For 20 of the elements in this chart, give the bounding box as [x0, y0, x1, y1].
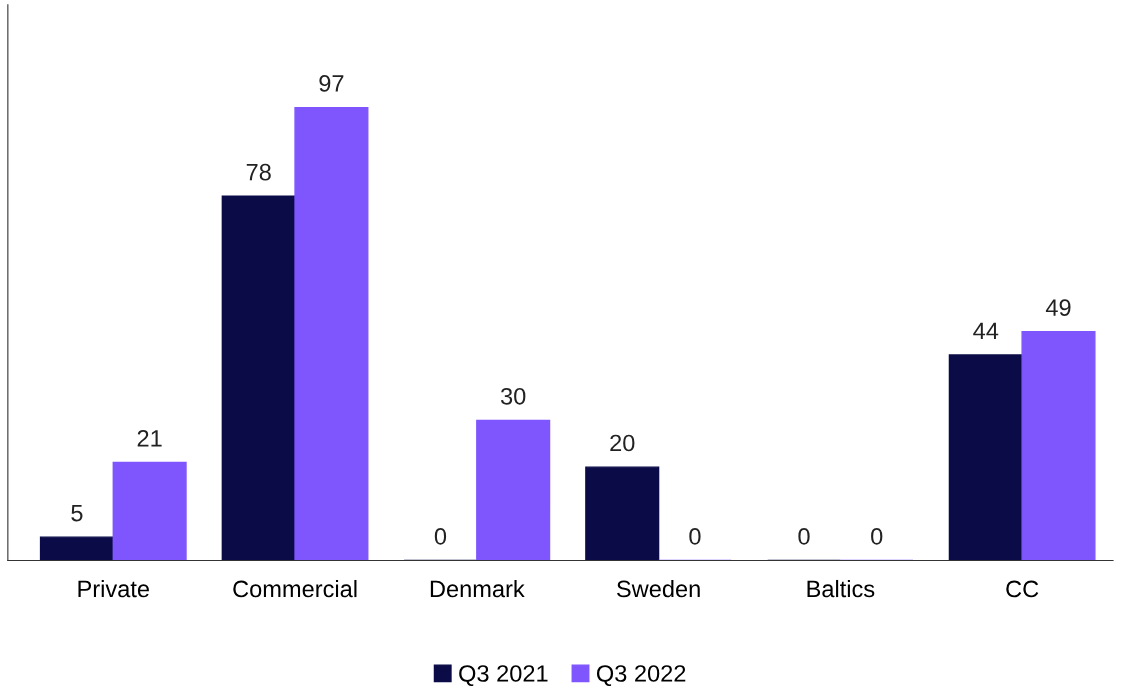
x-tick-label: Private: [78, 579, 149, 598]
data-label: 78: [246, 163, 271, 181]
legend-label: Q3 2022: [596, 665, 686, 687]
data-label: 21: [137, 429, 162, 447]
data-label: 49: [1045, 299, 1071, 316]
x-tick-label: Commercial: [233, 579, 357, 598]
data-label: 0: [689, 528, 701, 545]
data-label: 0: [434, 528, 447, 545]
data-label: 5: [71, 504, 83, 522]
data-label: 97: [319, 75, 344, 92]
x-tick-label: Denmark: [430, 579, 525, 598]
data-label: 20: [610, 434, 635, 452]
x-tick-label: CC: [1006, 580, 1039, 598]
data-label: 44: [973, 322, 999, 340]
legend-label: Q3 2021: [459, 665, 548, 687]
data-label: 0: [871, 528, 883, 545]
x-tick-label: Baltics: [807, 579, 875, 598]
data-label: 30: [500, 387, 526, 405]
data-label: 0: [798, 528, 810, 545]
x-tick-label: Sweden: [617, 579, 700, 598]
